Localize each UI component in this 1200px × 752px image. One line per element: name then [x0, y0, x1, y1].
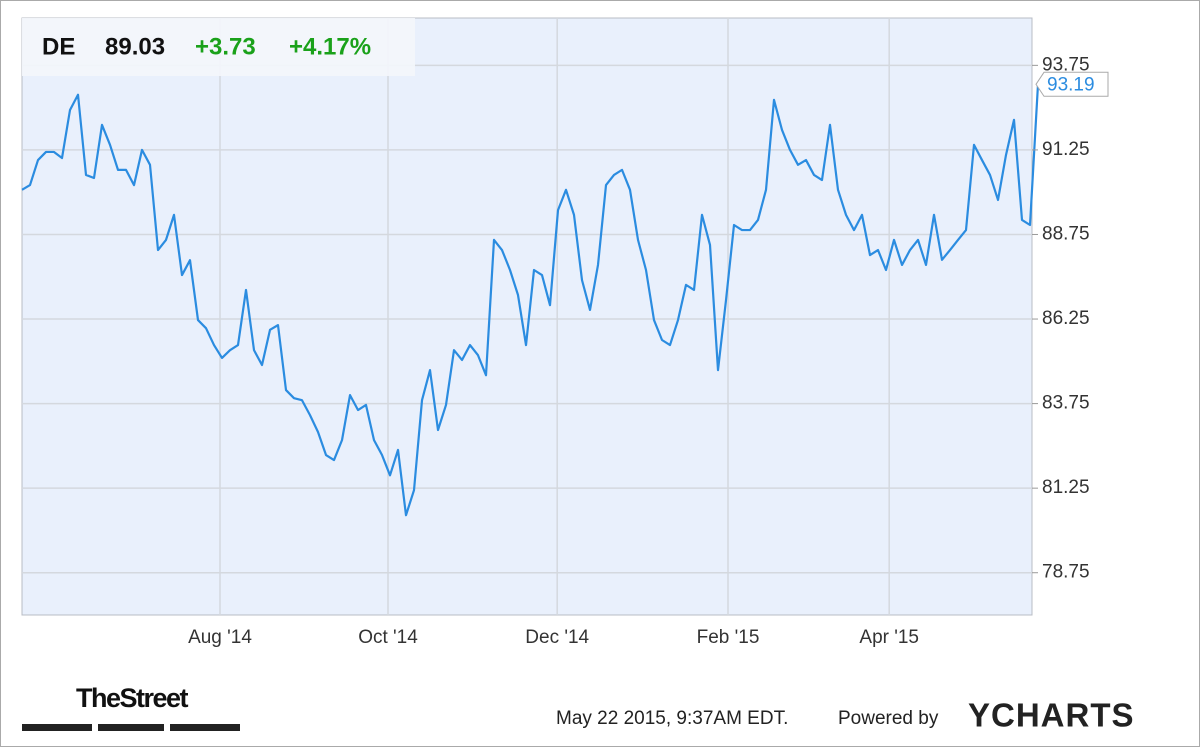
- timestamp: May 22 2015, 9:37AM EDT.: [556, 708, 788, 729]
- x-tick-label: Feb '15: [697, 627, 760, 648]
- lines: [21, 84, 1040, 517]
- price-line: [21, 84, 1040, 517]
- header-box: [22, 18, 415, 76]
- powered-by: Powered by: [838, 708, 939, 729]
- y-tick-label: 93.75: [1042, 54, 1090, 75]
- y-tick-label: 83.75: [1042, 393, 1090, 414]
- x-tick-label: Dec '14: [525, 627, 589, 648]
- change-percent: +4.17%: [289, 33, 371, 60]
- logo-bar: [98, 724, 164, 731]
- logo-bar: [170, 724, 240, 731]
- price: 89.03: [105, 33, 165, 60]
- last-value-box: [1035, 71, 1109, 97]
- plot-area: [21, 17, 1033, 616]
- last-value-label: 93.19: [1047, 74, 1095, 95]
- y-tick-label: 78.75: [1042, 562, 1090, 583]
- logo-thestreet: TheStreet: [22, 683, 240, 731]
- y-tick-label: 91.25: [1042, 139, 1090, 160]
- y-tick-label: 86.25: [1042, 308, 1090, 329]
- y-tick-label: 81.25: [1042, 477, 1090, 498]
- change: +3.73: [195, 33, 256, 60]
- y-tick-label: 88.75: [1042, 223, 1090, 244]
- grid: [22, 18, 1032, 615]
- logo-bar: [22, 724, 92, 731]
- x-tick-label: Oct '14: [358, 627, 418, 648]
- source: TheStreet: [76, 683, 189, 713]
- x-tick-label: Aug '14: [188, 627, 252, 648]
- ticker: DE: [42, 33, 75, 60]
- x-tick-label: Apr '15: [859, 627, 919, 648]
- brand: YCHARTS: [968, 697, 1135, 734]
